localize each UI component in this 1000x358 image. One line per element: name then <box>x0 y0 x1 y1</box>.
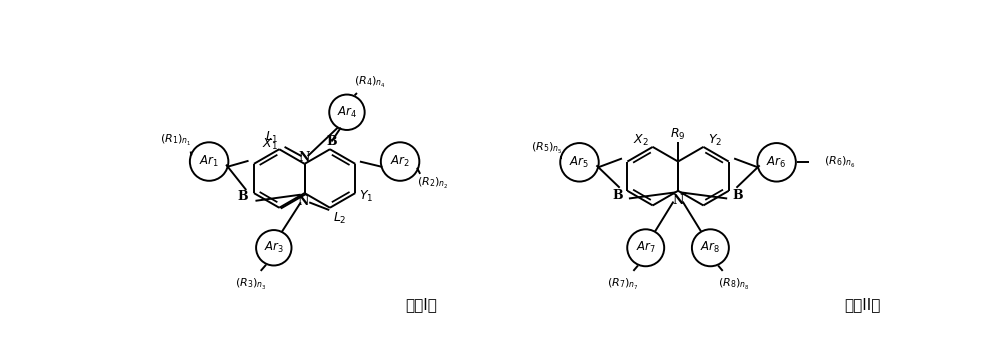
Text: $(R_5)_{n_5}$: $(R_5)_{n_5}$ <box>531 141 563 156</box>
Text: B: B <box>326 135 337 148</box>
Text: $Ar_4$: $Ar_4$ <box>337 105 357 120</box>
Text: N: N <box>299 151 310 164</box>
Text: $(R_7)_{n_7}$: $(R_7)_{n_7}$ <box>607 277 638 292</box>
Text: $(R_8)_{n_8}$: $(R_8)_{n_8}$ <box>718 277 749 292</box>
Text: N: N <box>297 195 309 208</box>
Text: 式（I）: 式（I） <box>406 297 438 312</box>
Text: $(R_6)_{n_6}$: $(R_6)_{n_6}$ <box>824 155 856 170</box>
Text: $(R_2)_{n_2}$: $(R_2)_{n_2}$ <box>417 175 448 190</box>
Text: $(R_3)_{n_3}$: $(R_3)_{n_3}$ <box>235 277 267 292</box>
Text: $Ar_8$: $Ar_8$ <box>700 240 720 255</box>
Text: $R_9$: $R_9$ <box>670 127 686 142</box>
Text: B: B <box>613 189 623 202</box>
Text: $L_1$: $L_1$ <box>265 130 279 145</box>
Text: $Ar_6$: $Ar_6$ <box>766 155 787 170</box>
Text: B: B <box>733 189 743 202</box>
Text: $X_1$: $X_1$ <box>262 137 278 152</box>
Text: B: B <box>238 190 248 203</box>
Text: $Ar_3$: $Ar_3$ <box>264 240 284 255</box>
Text: $(R_1)_{n_1}$: $(R_1)_{n_1}$ <box>160 133 192 148</box>
Text: $Ar_1$: $Ar_1$ <box>199 154 219 169</box>
Text: $Y_1$: $Y_1$ <box>359 189 373 204</box>
Text: $Y_2$: $Y_2$ <box>708 133 722 148</box>
Text: $L_2$: $L_2$ <box>333 211 347 226</box>
Text: 式（II）: 式（II） <box>845 297 881 312</box>
Text: $(R_4)_{n_4}$: $(R_4)_{n_4}$ <box>354 75 386 90</box>
Text: N: N <box>672 194 684 207</box>
Text: $Ar_7$: $Ar_7$ <box>636 240 656 255</box>
Text: $Ar_5$: $Ar_5$ <box>569 155 589 170</box>
Text: $Ar_2$: $Ar_2$ <box>390 154 410 169</box>
Text: $X_2$: $X_2$ <box>633 133 649 148</box>
